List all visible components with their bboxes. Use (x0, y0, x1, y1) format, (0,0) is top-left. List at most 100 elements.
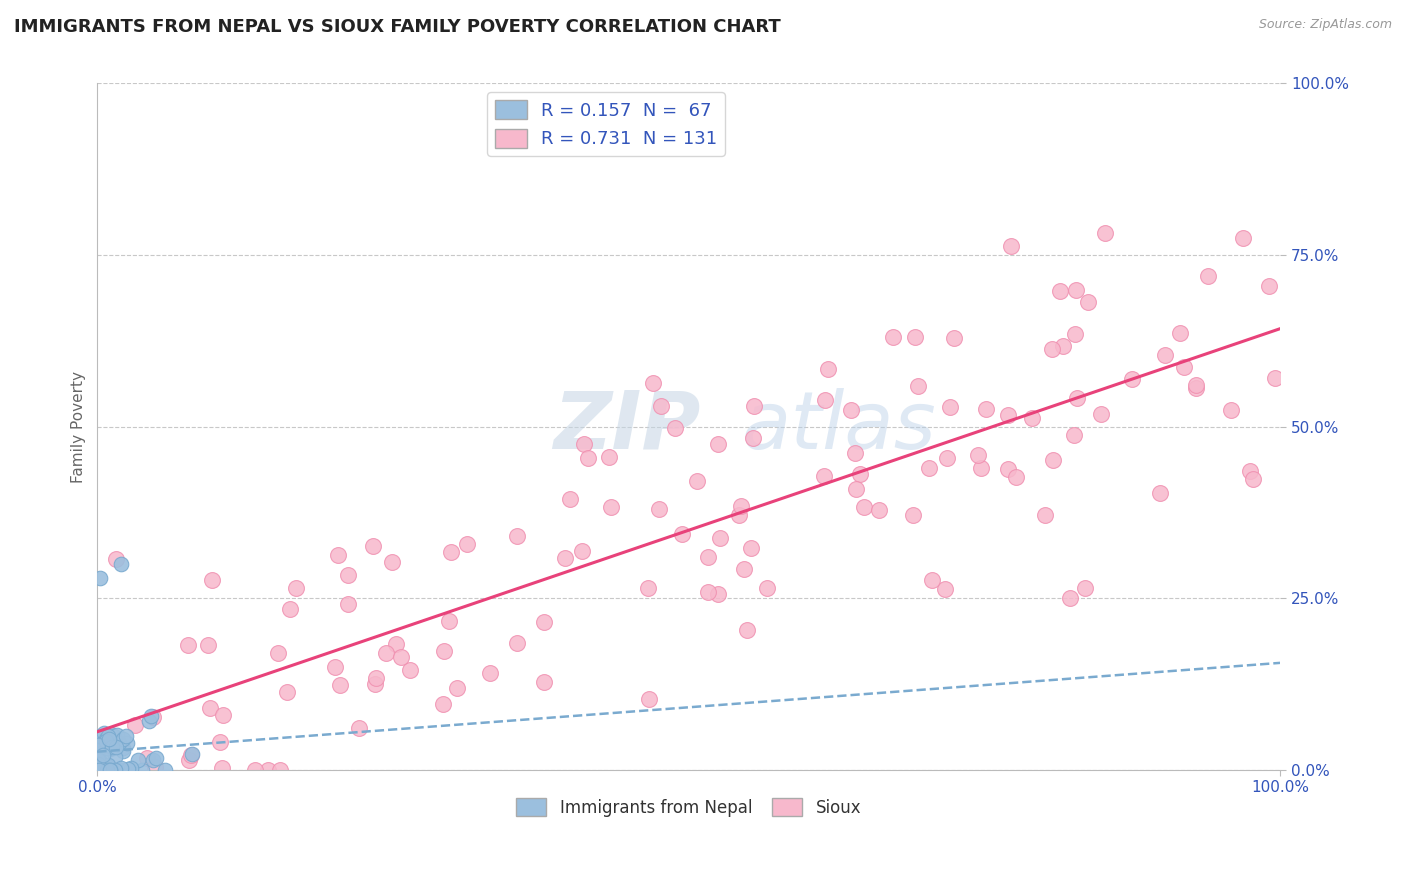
Point (1021, 411, 1043, 425)
Point (869, 503, 891, 517)
Y-axis label: Family Poverty: Family Poverty (72, 371, 86, 483)
Point (853, 500, 876, 514)
Point (1149, 485, 1171, 500)
Point (93, 763, 115, 777)
Text: IMMIGRANTS FROM NEPAL VS SIOUX FAMILY POVERTY CORRELATION CHART: IMMIGRANTS FROM NEPAL VS SIOUX FAMILY PO… (14, 18, 780, 36)
Point (198, 701, 221, 715)
Point (907, 379, 929, 393)
Point (506, 529, 529, 543)
Point (93, 759, 115, 773)
Point (336, 567, 359, 582)
Point (86, 763, 108, 777)
Point (208, 734, 231, 748)
Point (813, 469, 835, 483)
Point (707, 437, 730, 451)
Point (100, 742, 122, 756)
Point (96, 763, 118, 777)
Point (533, 675, 555, 690)
Point (91, 735, 114, 749)
Text: Source: ZipAtlas.com: Source: ZipAtlas.com (1258, 18, 1392, 31)
Point (108, 736, 131, 750)
Point (1185, 381, 1208, 395)
Point (1040, 342, 1063, 356)
Point (364, 671, 387, 685)
Point (709, 531, 731, 545)
Point (648, 502, 671, 516)
Point (110, 761, 132, 775)
Point (1232, 231, 1254, 245)
Point (280, 602, 302, 616)
Point (267, 646, 290, 660)
Point (269, 763, 291, 777)
Point (733, 562, 755, 576)
Point (664, 421, 686, 435)
Point (142, 754, 165, 768)
Point (276, 685, 298, 699)
Point (87, 742, 110, 756)
Point (97, 757, 120, 772)
Point (943, 331, 966, 345)
Point (742, 399, 765, 413)
Point (921, 573, 943, 587)
Text: ZIP: ZIP (553, 388, 700, 466)
Point (197, 639, 219, 653)
Point (337, 597, 360, 611)
Point (96, 763, 118, 777)
Point (89, 763, 111, 777)
Point (120, 761, 142, 775)
Point (110, 557, 132, 571)
Point (1077, 294, 1099, 309)
Point (256, 763, 278, 777)
Point (1064, 284, 1087, 298)
Point (432, 697, 454, 711)
Point (103, 729, 125, 743)
Point (1090, 407, 1112, 421)
Point (96, 759, 118, 773)
Point (571, 544, 593, 558)
Point (180, 747, 202, 762)
Point (389, 650, 412, 665)
Point (697, 585, 720, 599)
Point (127, 752, 149, 766)
Point (87, 763, 110, 777)
Point (212, 708, 235, 723)
Point (111, 744, 134, 758)
Point (89, 729, 111, 743)
Point (1064, 326, 1087, 341)
Point (211, 760, 233, 774)
Point (112, 732, 135, 747)
Point (180, 747, 202, 762)
Point (179, 753, 201, 767)
Point (1170, 326, 1192, 340)
Point (1000, 238, 1022, 252)
Point (598, 450, 620, 465)
Point (142, 710, 165, 724)
Point (439, 614, 461, 628)
Point (558, 491, 581, 506)
Point (533, 615, 555, 630)
Point (131, 763, 153, 777)
Point (970, 461, 993, 475)
Point (742, 431, 765, 445)
Point (697, 549, 720, 564)
Point (284, 581, 307, 595)
Point (817, 362, 839, 376)
Point (1074, 581, 1097, 595)
Point (740, 541, 762, 555)
Point (243, 763, 266, 777)
Point (478, 665, 501, 680)
Point (1185, 377, 1208, 392)
Point (385, 637, 408, 651)
Point (671, 527, 693, 541)
Point (446, 681, 468, 695)
Point (1219, 402, 1241, 417)
Point (398, 663, 420, 677)
Point (98, 763, 121, 777)
Point (638, 692, 661, 706)
Point (997, 461, 1019, 475)
Point (1173, 360, 1195, 375)
Point (997, 409, 1019, 423)
Point (849, 467, 872, 481)
Point (139, 709, 162, 723)
Point (361, 539, 384, 553)
